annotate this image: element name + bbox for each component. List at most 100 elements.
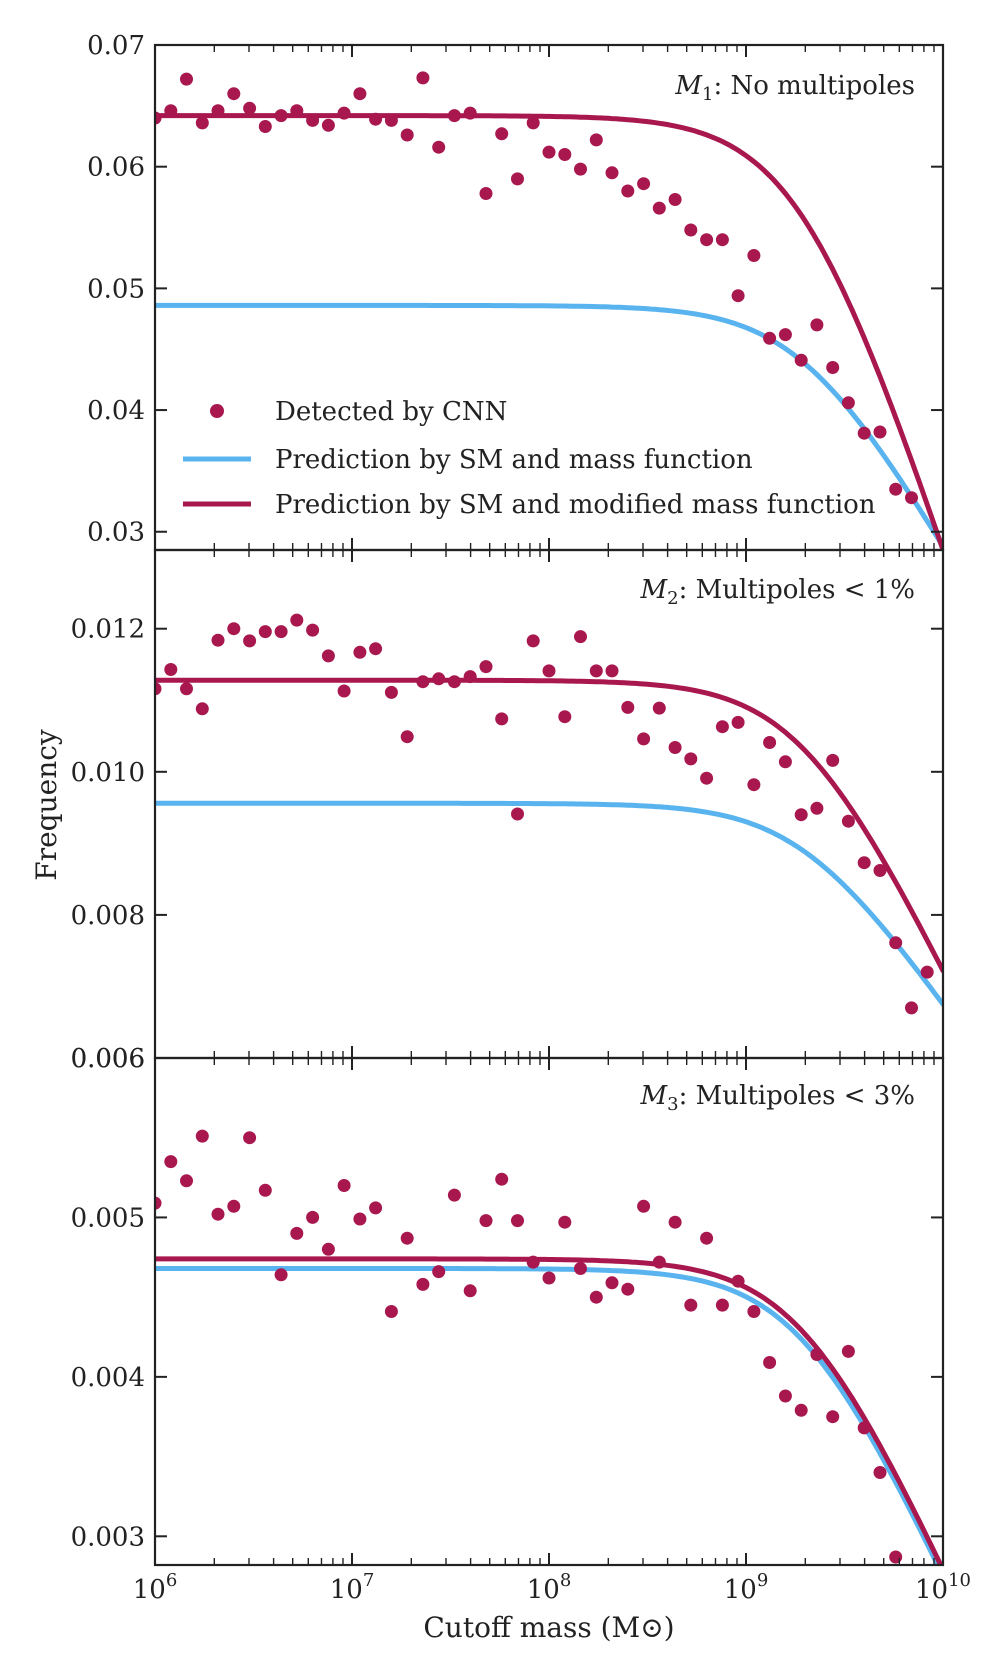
y-tick-label: 0.004: [71, 1363, 145, 1393]
cnn-detection-point: [763, 736, 777, 749]
cnn-detection-point: [432, 140, 446, 154]
cnn-detection-point: [306, 623, 320, 637]
panel-1-plot: [155, 71, 943, 550]
cnn-detection-point: [794, 353, 808, 367]
cnn-detection-point: [700, 771, 714, 785]
legend: Detected by CNN Prediction by SM and mas…: [183, 397, 876, 520]
cnn-detection-point: [905, 491, 918, 505]
x-tick-exponent: 9: [757, 1570, 768, 1591]
legend-label-detected: Detected by CNN: [275, 397, 507, 427]
cnn-detection-point: [369, 1201, 383, 1215]
cnn-detection-point: [180, 1174, 193, 1188]
x-tick-label: 108: [527, 1570, 572, 1605]
y-tick-label: 0.06: [87, 153, 145, 183]
cnn-detection-point: [826, 361, 840, 374]
cnn-detection-point: [558, 710, 572, 724]
cnn-detection-point: [826, 1410, 840, 1424]
series-layer: [155, 71, 943, 1565]
cnn-detection-point: [747, 249, 761, 262]
legend-label-modified: Prediction by SM and modified mass funct…: [275, 490, 876, 520]
cnn-detection-point: [558, 148, 572, 161]
x-axis-title: Cutoff mass (M⊙): [423, 1611, 674, 1644]
cnn-detection-point: [321, 1242, 335, 1256]
modified-prediction-line: [155, 113, 943, 550]
cnn-detection-point: [542, 1271, 556, 1285]
cnn-detection-point: [274, 109, 288, 123]
cnn-detection-point: [447, 109, 461, 123]
y-tick-label: 0.006: [71, 1044, 145, 1074]
cnn-detection-point: [164, 663, 178, 676]
cnn-detection-point: [432, 1265, 446, 1279]
cnn-detection-point: [306, 113, 320, 127]
cnn-detection-point: [479, 660, 493, 674]
cnn-detection-point: [715, 233, 729, 247]
cnn-detection-point: [889, 1550, 903, 1564]
cnn-detection-point: [227, 87, 241, 101]
cnn-detection-point: [495, 712, 509, 726]
cnn-detection-point: [432, 672, 446, 686]
y-tick-label: 0.012: [71, 615, 145, 645]
cnn-detection-point: [905, 1001, 918, 1015]
cnn-detection-point: [511, 1214, 524, 1228]
cnn-detection-point: [258, 1183, 272, 1197]
sm-prediction-line: [155, 302, 943, 549]
cnn-detection-point: [416, 675, 430, 689]
cnn-detection-point: [589, 1290, 603, 1304]
cnn-detection-point: [164, 104, 178, 118]
cnn-detection-point: [180, 72, 193, 86]
cnn-detection-point: [731, 1274, 745, 1288]
sm-prediction-line: [155, 800, 943, 1007]
cnn-detection-point: [416, 1277, 430, 1291]
cnn-detection-point: [447, 675, 461, 689]
cnn-detection-point: [715, 720, 729, 734]
y-tick-label: 0.010: [71, 758, 145, 788]
cnn-detection-point: [621, 700, 635, 714]
cnn-detection-point: [180, 682, 193, 696]
y-tick-label: 0.05: [87, 274, 145, 304]
cnn-detection-point: [605, 664, 619, 678]
panel-label-1: M1: No multipoles: [674, 71, 915, 105]
cnn-detection-point: [873, 425, 887, 439]
cnn-detection-point: [211, 1207, 225, 1221]
y-axis-title: Frequency: [30, 729, 63, 881]
panel-3-frame: [153, 1056, 945, 1567]
cnn-detection-point: [574, 1262, 587, 1275]
cnn-detection-point: [463, 670, 477, 684]
cnn-detection-point: [778, 755, 792, 769]
cnn-detection-point: [873, 1466, 887, 1479]
cnn-detection-point: [637, 732, 651, 746]
x-tick-exponent: 8: [560, 1570, 571, 1591]
cnn-detection-point: [542, 664, 556, 678]
cnn-detection-point: [763, 331, 777, 345]
cnn-detection-point: [243, 634, 257, 648]
cnn-detection-point: [857, 856, 871, 870]
cnn-detection-point: [700, 1231, 714, 1245]
cnn-detection-point: [274, 1268, 288, 1282]
x-tick-base: 10: [133, 1575, 166, 1605]
cnn-detection-point: [778, 328, 792, 342]
cnn-detection-point: [841, 1344, 855, 1358]
cnn-detection-point: [337, 1179, 351, 1192]
x-tick-label: 1010: [915, 1570, 971, 1605]
x-tick-base: 10: [724, 1575, 757, 1605]
cnn-detection-point: [258, 120, 272, 133]
cnn-detection-point: [384, 685, 398, 699]
x-tick-exponent: 7: [363, 1570, 374, 1591]
cnn-detection-point: [826, 753, 840, 767]
cnn-detection-point: [290, 1226, 304, 1240]
cnn-detection-point: [684, 1298, 698, 1312]
cnn-detection-point: [889, 936, 903, 950]
cnn-detection-point: [589, 133, 603, 147]
cnn-detection-point: [416, 71, 430, 85]
legend-label-sm: Prediction by SM and mass function: [275, 445, 753, 475]
cnn-detection-point: [526, 634, 540, 648]
cnn-detection-point: [353, 645, 367, 659]
cnn-detection-point: [920, 965, 934, 979]
y-tick-label: 0.03: [87, 518, 145, 548]
cnn-detection-point: [684, 752, 698, 766]
cnn-detection-point: [306, 1210, 320, 1224]
x-tick-base: 10: [527, 1575, 560, 1605]
y-tick-label: 0.006: [71, 1044, 145, 1074]
cnn-detection-point: [290, 104, 304, 118]
